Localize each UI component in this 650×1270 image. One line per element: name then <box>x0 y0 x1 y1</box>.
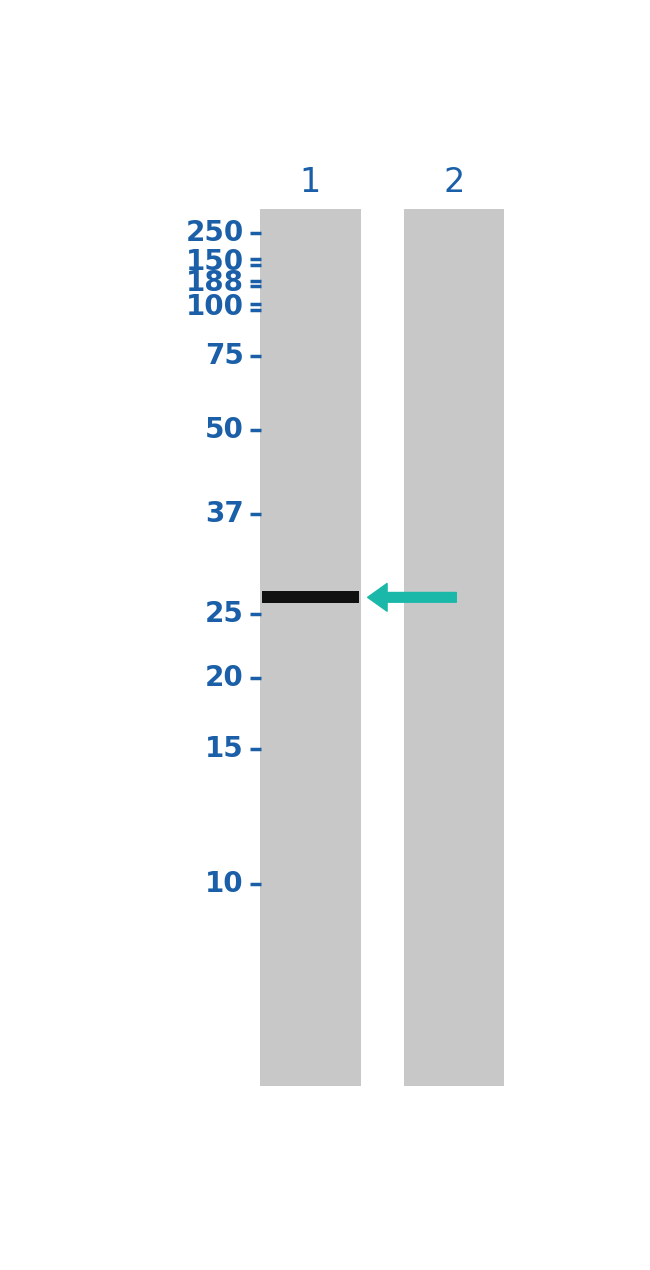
Text: 15: 15 <box>205 735 244 763</box>
Text: 1: 1 <box>300 166 321 199</box>
Text: 188: 188 <box>186 269 244 297</box>
Text: 75: 75 <box>205 342 244 370</box>
Text: 250: 250 <box>186 218 244 246</box>
Text: 20: 20 <box>205 663 244 692</box>
Text: 37: 37 <box>205 500 244 528</box>
Bar <box>260 210 361 1086</box>
Text: 2: 2 <box>443 166 465 199</box>
Text: 50: 50 <box>205 417 244 444</box>
Text: 10: 10 <box>205 870 244 898</box>
Bar <box>404 210 504 1086</box>
Text: 25: 25 <box>205 599 244 627</box>
Text: 150: 150 <box>186 248 244 276</box>
Bar <box>262 592 359 603</box>
Text: 100: 100 <box>186 293 244 321</box>
